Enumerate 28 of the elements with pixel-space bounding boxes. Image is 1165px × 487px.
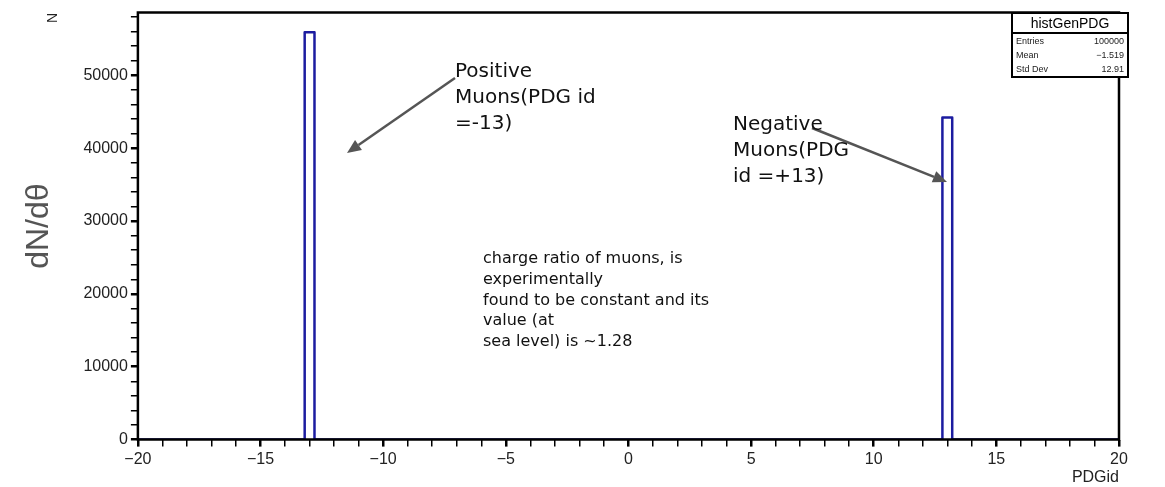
annotation: −1.519 [1096,50,1124,60]
y-tick-label: 10000 [83,357,128,375]
x-axis-title: PDGid [1071,467,1119,485]
y-tick-label: 40000 [83,138,128,156]
annotation: histGenPDG [1013,14,1127,34]
x-tick-label: 15 [987,449,1006,467]
annotation: 12.91 [1101,64,1124,74]
annotation: Entries [1016,36,1045,46]
y-tick-label: 30000 [83,211,128,229]
x-tick-label: 10 [864,449,883,467]
annotation: charge ratio of muons, is experimentally found to be constant and its value (at sea level) is ~1.28 [483,248,710,352]
annotation: 100000 [1093,36,1124,46]
x-tick-label: 20 [1110,449,1128,467]
annotation: Negative Muons(PDG id =+13) [733,110,850,188]
annotation: Mean [1016,50,1039,60]
x-tick-label: 5 [746,449,756,467]
text: N [44,12,61,24]
y-tick-label: 0 [118,430,128,448]
x-tick-label: −5 [496,449,516,467]
x-tick-label: −15 [246,449,275,467]
annotation: Std Dev [1016,64,1049,74]
y-tick-label: 50000 [83,65,128,83]
y-axis-title: dN/dθ [19,183,56,269]
y-tick-label: 20000 [83,284,128,302]
x-tick-label: −20 [124,449,152,467]
x-tick-label: 0 [623,449,633,467]
annotation: Positive Muons(PDG id =-13) [455,57,596,135]
x-tick-label: −10 [369,449,397,467]
